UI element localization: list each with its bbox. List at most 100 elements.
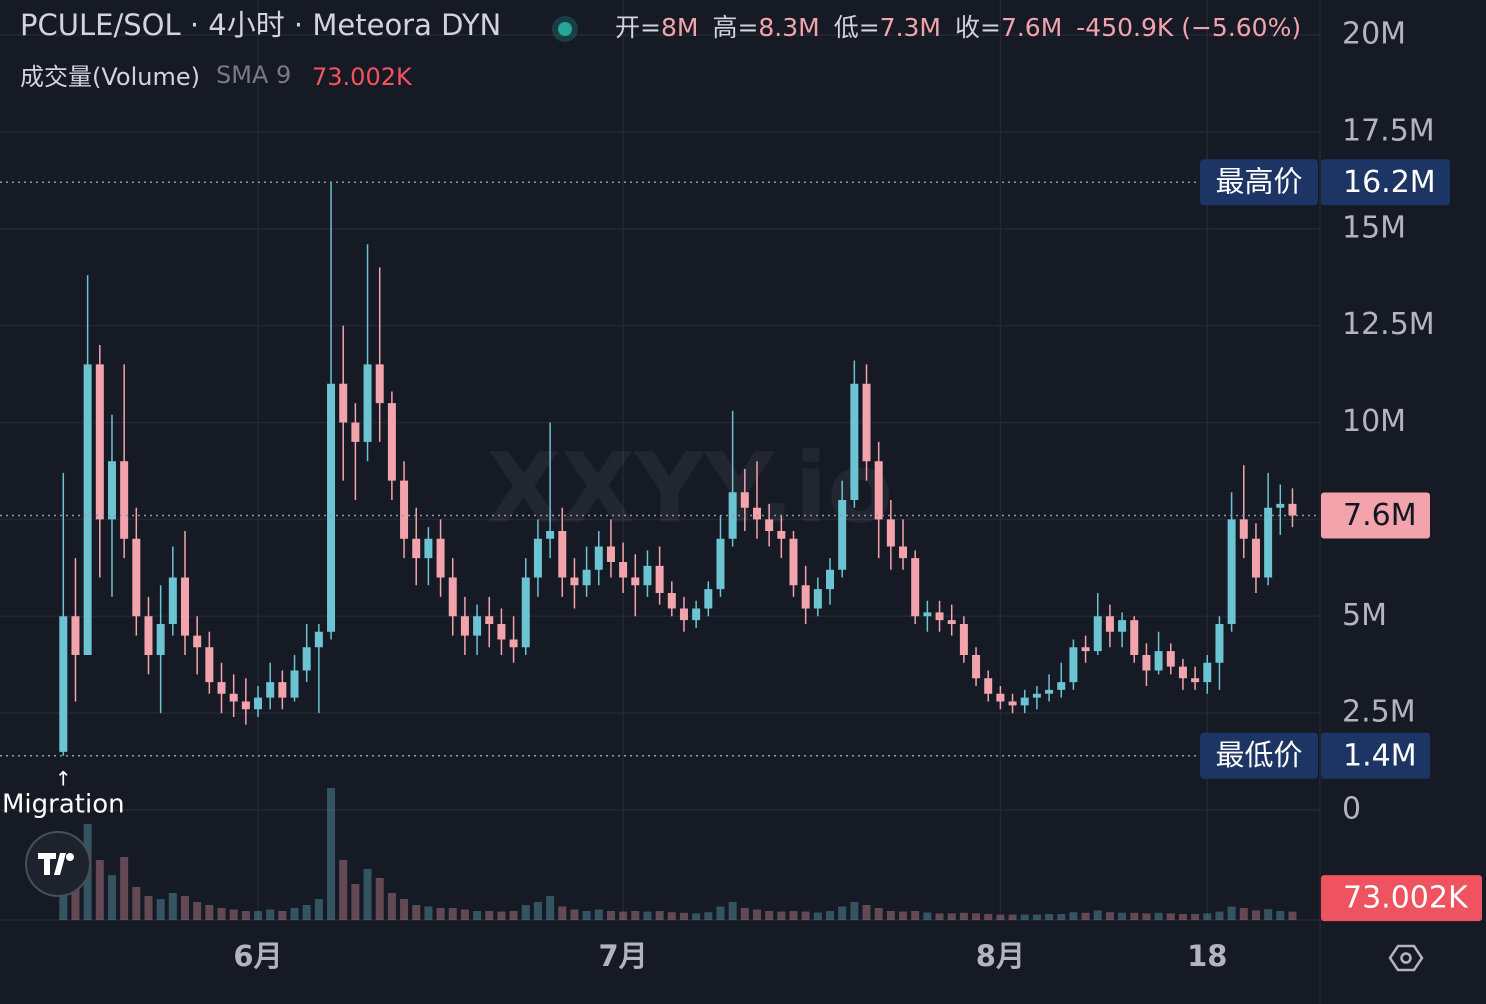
- volume-bar: [594, 909, 603, 920]
- candle-body: [241, 701, 250, 710]
- legend-change: -450.9K (−5.60%): [1076, 13, 1301, 42]
- candle-body: [1264, 507, 1273, 578]
- volume-bar: [874, 908, 883, 920]
- candle-body: [266, 682, 275, 698]
- volume-bar: [838, 906, 847, 920]
- candle-body: [144, 616, 153, 655]
- volume-bar: [254, 911, 263, 920]
- x-tick-label: 8月: [976, 939, 1025, 973]
- candle-body: [546, 531, 555, 539]
- settings-button[interactable]: [1388, 944, 1424, 972]
- volume-bar: [984, 914, 993, 920]
- candle-body: [400, 480, 409, 539]
- volume-bar: [606, 911, 615, 920]
- volume-bar: [862, 905, 871, 920]
- candle-body: [412, 538, 421, 559]
- volume-bar: [351, 884, 360, 920]
- volume-bar: [1288, 911, 1297, 920]
- volume-bar: [205, 905, 214, 920]
- volume-bar: [704, 912, 713, 920]
- candle-body: [509, 639, 518, 648]
- candle-body: [485, 616, 494, 624]
- plot: [59, 182, 1297, 920]
- volume-bar: [266, 909, 275, 920]
- volume-bar: [229, 909, 238, 920]
- candle-body: [826, 569, 835, 590]
- x-tick-label: 18: [1187, 939, 1227, 973]
- volume-bar: [1178, 914, 1187, 920]
- candle-body: [862, 383, 871, 462]
- y-tick-label: 15M: [1342, 210, 1406, 245]
- volume-bar: [327, 788, 336, 920]
- candle-body: [777, 531, 786, 539]
- volume-bar: [1008, 914, 1017, 920]
- volume-bar: [448, 908, 457, 920]
- y-tick-label: 0: [1342, 792, 1361, 827]
- volume-bar: [387, 893, 396, 920]
- volume-bar: [1081, 912, 1090, 920]
- candle-body: [533, 538, 542, 578]
- volume-bar: [631, 911, 640, 920]
- volume-bar: [813, 912, 822, 920]
- candle-body: [911, 558, 920, 617]
- volume-bar: [947, 913, 956, 920]
- volume-bar: [132, 887, 141, 920]
- volume-bar: [716, 906, 725, 920]
- candle-body: [643, 565, 652, 586]
- candle-body: [229, 693, 238, 702]
- candle-body: [1203, 662, 1212, 683]
- candle-body: [1093, 616, 1102, 652]
- candle-body: [363, 364, 372, 442]
- candle-body: [521, 577, 530, 648]
- chart-title: PCULE/SOL · 4小时 · Meteora DYN: [20, 8, 501, 42]
- candle-body: [813, 589, 822, 609]
- volume-bar: [935, 913, 944, 920]
- settings-icon-center[interactable]: [1400, 952, 1412, 964]
- candle-body: [1191, 678, 1200, 683]
- candle-body: [217, 682, 226, 694]
- x-tick-label: 6月: [233, 939, 282, 973]
- volume-bar: [570, 909, 579, 920]
- candle-body: [497, 624, 506, 640]
- candle-body: [959, 624, 968, 655]
- candle-body: [327, 383, 336, 632]
- legend-value: 8M: [661, 13, 698, 42]
- volume-bar: [1203, 913, 1212, 920]
- volume-bar: [339, 860, 348, 920]
- candle-body: [886, 519, 895, 547]
- y-tick-label: 2.5M: [1342, 695, 1416, 730]
- candle-body: [314, 631, 323, 648]
- candle-body: [473, 616, 482, 636]
- candle-body: [850, 383, 859, 500]
- candle-body: [132, 538, 141, 617]
- volume-bar: [619, 911, 628, 920]
- candle-body: [1276, 503, 1285, 508]
- price-name-box: [1200, 159, 1318, 206]
- volume-bar: [643, 911, 652, 920]
- volume-bar: [667, 912, 676, 920]
- candle-body: [996, 693, 1005, 702]
- price-value-box: [1321, 492, 1430, 539]
- volume-bar: [424, 906, 433, 920]
- volume-bar: [777, 911, 786, 920]
- candle-body: [899, 546, 908, 559]
- settings-icon[interactable]: [1388, 944, 1424, 972]
- price-name: 最低价: [1215, 738, 1302, 772]
- volume-bar: [692, 913, 701, 920]
- candle-body: [460, 616, 469, 636]
- y-tick-label: 17.5M: [1342, 113, 1435, 148]
- candle-body: [1227, 519, 1236, 624]
- candle-body: [972, 655, 981, 679]
- candle-body: [339, 383, 348, 423]
- volume-bar: [217, 908, 226, 920]
- legend-value: 7.6M: [1001, 13, 1062, 42]
- y-tick-label: 20M: [1342, 17, 1406, 52]
- volume-bar: [497, 911, 506, 920]
- candle-body: [1239, 519, 1248, 539]
- volume-bar: [972, 913, 981, 920]
- candle-body: [120, 461, 129, 539]
- candle-body: [594, 546, 603, 570]
- candle-body: [704, 589, 713, 609]
- candle-body: [59, 616, 68, 752]
